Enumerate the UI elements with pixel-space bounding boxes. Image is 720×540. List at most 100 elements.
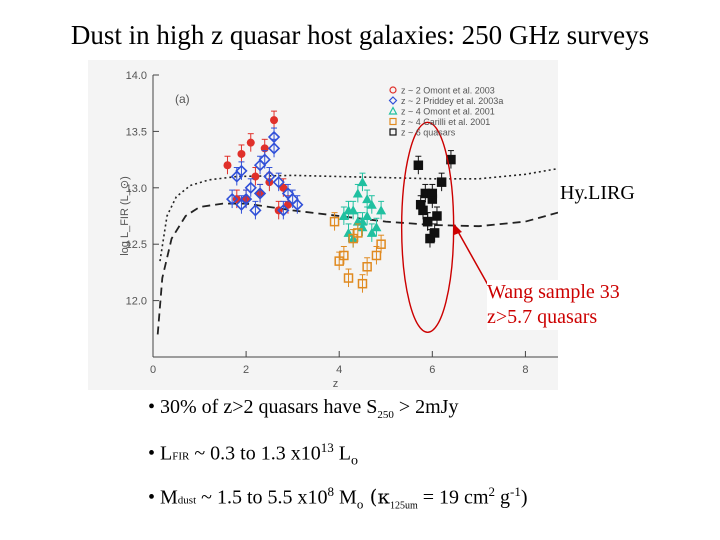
marker-circle xyxy=(246,138,255,147)
wang-line-1: Wang sample 33 xyxy=(487,281,620,303)
data-point xyxy=(237,144,246,163)
legend-marker xyxy=(388,106,398,115)
marker-diamond xyxy=(258,153,271,166)
data-point xyxy=(251,167,260,186)
y-axis-label: log L_FIR (L_⊙) xyxy=(119,176,131,256)
data-point xyxy=(263,167,276,186)
data-point xyxy=(343,200,354,220)
data-point-quasar xyxy=(415,195,426,214)
data-point xyxy=(226,189,239,209)
marker-diamond xyxy=(253,187,267,200)
data-point xyxy=(267,138,281,158)
data-point xyxy=(253,183,267,203)
data-point xyxy=(235,161,248,180)
marker-diamond xyxy=(239,192,253,206)
data-point-quasar xyxy=(436,172,447,192)
bullet-3-mid5: g xyxy=(495,486,510,509)
marker-diamond xyxy=(267,142,281,155)
data-point xyxy=(362,257,372,276)
marker-square xyxy=(425,233,435,244)
marker-circle xyxy=(279,183,288,192)
data-point xyxy=(244,178,257,197)
legend-marker xyxy=(388,96,398,105)
marker-triangle xyxy=(362,211,373,220)
data-point xyxy=(376,200,387,220)
bullet-1-text: • 30% of z>2 quasars have S xyxy=(148,396,378,418)
legend-marker xyxy=(389,86,397,94)
data-point xyxy=(239,189,253,209)
marker-circle xyxy=(270,116,279,125)
marker-square xyxy=(415,199,426,210)
bullet-2-sup: 13 xyxy=(320,440,334,455)
marker-diamond xyxy=(263,170,276,183)
data-point xyxy=(246,133,255,152)
marker-triangle xyxy=(338,211,349,220)
wang-annotation: Wang sample 33 z>5.7 quasars xyxy=(487,280,620,330)
annotation-arrow xyxy=(455,227,489,286)
bullet-3-sub3: 125um xyxy=(390,500,418,512)
marker-diamond xyxy=(272,176,285,189)
marker-circle xyxy=(284,200,292,209)
x-tick-label: 4 xyxy=(336,364,342,376)
legend-label: z ~ 2 Priddey et al. 2003a xyxy=(401,96,503,106)
x-tick-label: 0 xyxy=(150,364,156,376)
annotation-arrowhead xyxy=(454,224,462,235)
marker-square xyxy=(436,177,447,187)
marker-diamond xyxy=(286,192,299,206)
hylirg-label: Hy.LIRG xyxy=(560,182,635,204)
y-tick-label: 13.5 xyxy=(126,126,147,138)
data-point xyxy=(362,189,373,209)
data-point xyxy=(376,234,386,254)
bullet-3-sub2: o xyxy=(356,496,364,512)
data-point xyxy=(357,274,368,293)
data-point xyxy=(357,172,368,192)
data-point-quasar xyxy=(413,155,424,175)
marker-triangle xyxy=(366,227,377,237)
data-point-quasar xyxy=(427,183,438,203)
bullet-3-mid: ~ 1.5 to 5.5 x10 xyxy=(196,486,328,509)
data-point-quasar xyxy=(432,206,442,225)
legend-label: z ~ 6 quasars xyxy=(401,128,456,138)
marker-diamond xyxy=(277,204,290,217)
marker-triangle xyxy=(371,222,382,232)
bullet-3-sub: dust xyxy=(177,494,197,507)
data-point xyxy=(272,172,285,192)
marker-square xyxy=(422,216,433,227)
bullet-3-text: • M xyxy=(148,486,178,509)
slide-title: Dust in high z quasar host galaxies: 250… xyxy=(70,20,650,50)
data-point xyxy=(223,155,232,175)
marker-circle xyxy=(223,161,232,170)
marker-square xyxy=(413,160,424,170)
bullet-2-tail: L xyxy=(333,442,351,465)
wang-line-2: z>5.7 quasars xyxy=(487,306,598,328)
marker-triangle xyxy=(376,205,387,215)
data-point xyxy=(343,268,354,288)
panel-label: (a) xyxy=(175,92,190,106)
y-tick-label: 14.0 xyxy=(126,70,147,82)
marker-triangle xyxy=(352,188,363,198)
data-point xyxy=(366,223,377,242)
data-point xyxy=(249,200,262,220)
bullet-3-mid2: M xyxy=(334,486,357,509)
bullet-3-sup2: 2 xyxy=(488,484,496,499)
marker-diamond xyxy=(235,164,248,178)
bullet-2-sub2: o xyxy=(350,453,358,469)
bullet-3-sup: 8 xyxy=(327,484,335,499)
marker-square xyxy=(427,188,438,199)
x-tick-label: 2 xyxy=(243,364,249,376)
y-tick-label: 12.5 xyxy=(126,239,147,251)
marker-triangle xyxy=(343,205,354,215)
marker-square xyxy=(362,262,372,272)
legend-marker xyxy=(389,128,397,136)
marker-square xyxy=(376,239,386,249)
x-tick-label: 6 xyxy=(429,364,435,376)
marker-square xyxy=(329,216,340,227)
marker-square xyxy=(343,273,354,283)
highlight-ellipse xyxy=(400,121,455,333)
marker-diamond xyxy=(244,181,257,194)
marker-square xyxy=(432,211,442,221)
marker-diamond xyxy=(249,204,262,217)
data-point xyxy=(366,195,377,214)
legend-label: z ~ 2 Omont et al. 2003 xyxy=(401,86,495,96)
data-point xyxy=(286,189,299,209)
